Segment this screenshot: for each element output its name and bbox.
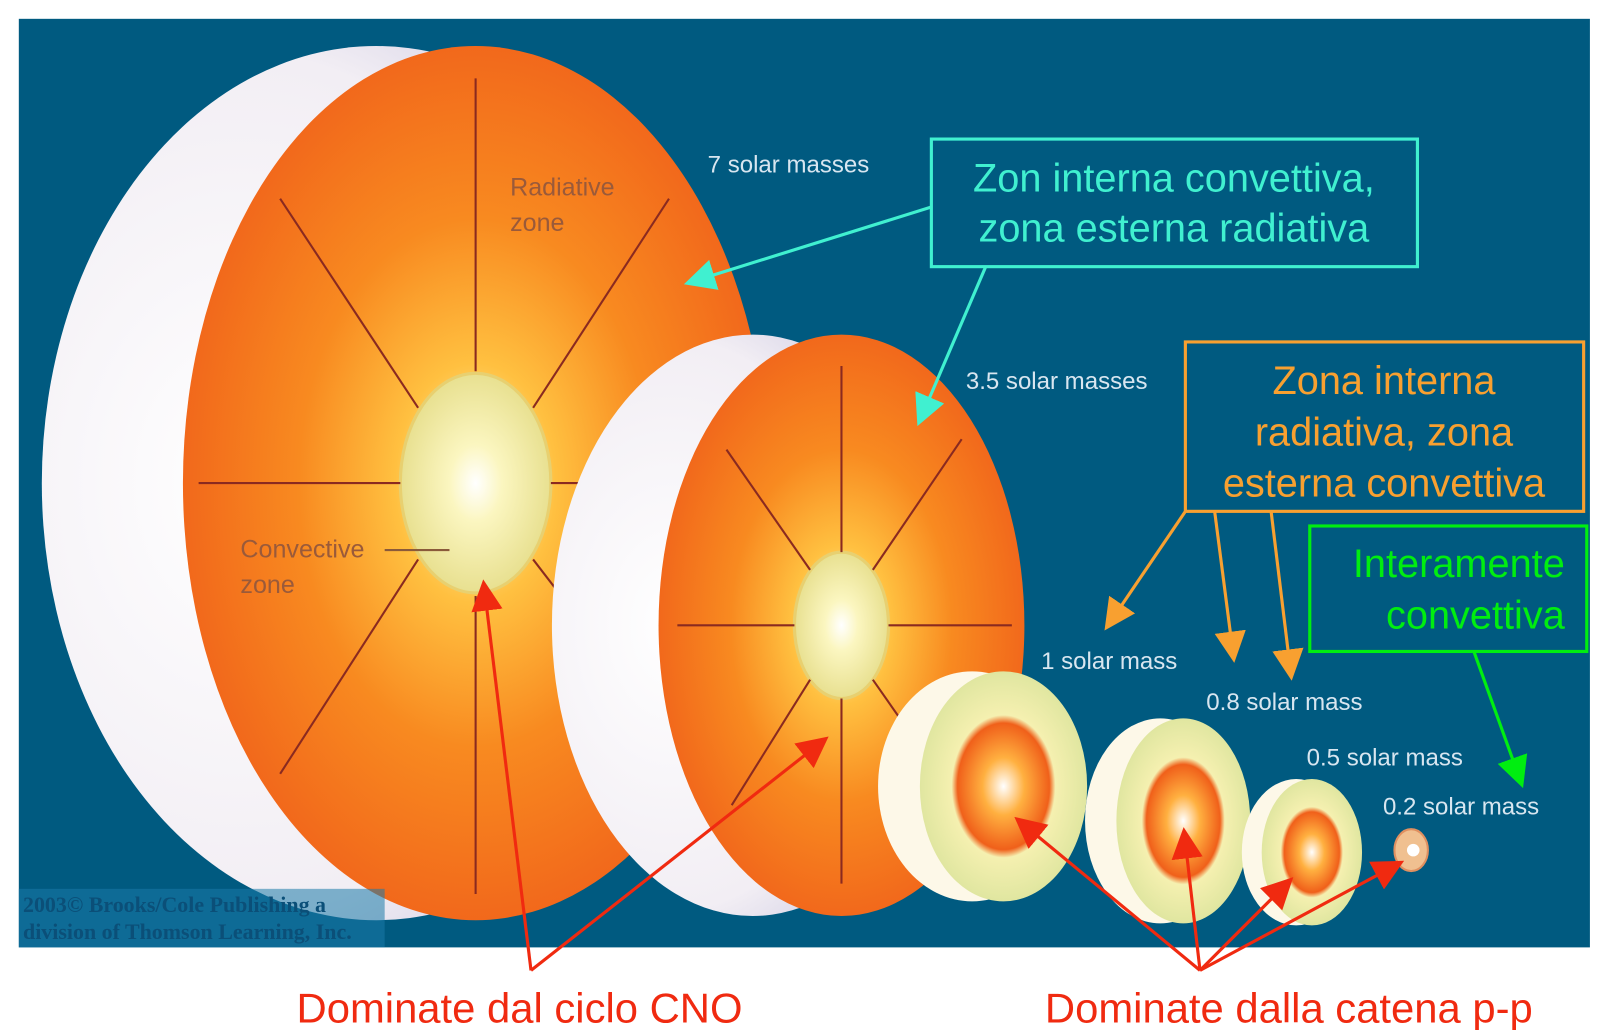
callout-convective-core: Zon interna convettiva, zona esterna rad… bbox=[683, 137, 1420, 427]
radiative-zone-label-2: zone bbox=[510, 209, 564, 237]
label-0-5-solar-mass: 0.5 solar mass bbox=[1307, 744, 1463, 771]
label-0-8-solar-mass: 0.8 solar mass bbox=[1206, 689, 1362, 716]
callout-radiative-core: Zona interna radiativa, zona esterna con… bbox=[1104, 340, 1586, 681]
label-1-solar-mass: 1 solar mass bbox=[1041, 648, 1177, 675]
watermark-line1: 2003© Brooks/Cole Publishing a bbox=[23, 892, 326, 917]
convective-zone-label: Convective bbox=[240, 535, 364, 563]
star-1-solar-mass bbox=[878, 671, 1088, 902]
callout-cyan-line2: zona esterna radiativa bbox=[979, 207, 1371, 251]
radiative-zone-label: Radiative bbox=[510, 174, 615, 202]
convective-core bbox=[398, 371, 553, 595]
pp-chain-dominated-label: Dominate dalla catena p-p bbox=[1045, 985, 1533, 1030]
callout-orange-line3: esterna convettiva bbox=[1223, 462, 1546, 506]
convective-zone-label-2: zone bbox=[240, 571, 294, 599]
copyright-watermark: 2003© Brooks/Cole Publishing a division … bbox=[18, 888, 385, 948]
callout-orange-line1: Zona interna bbox=[1272, 359, 1496, 403]
star-0-2-solar-mass bbox=[1393, 828, 1429, 873]
callout-fully-convective: Interamente convettiva bbox=[1308, 524, 1589, 789]
label-7-solar-masses: 7 solar masses bbox=[708, 152, 870, 179]
callout-green-line2: convettiva bbox=[1386, 593, 1566, 637]
star-0-8-solar-mass bbox=[1085, 718, 1251, 924]
label-3-5-solar-masses: 3.5 solar masses bbox=[966, 368, 1148, 395]
callout-green-line1: Interamente bbox=[1353, 542, 1565, 586]
callout-orange-line2: radiativa, zona bbox=[1255, 410, 1514, 454]
callout-cyan-line1: Zon interna convettiva, bbox=[973, 156, 1375, 200]
convective-core bbox=[792, 550, 891, 701]
watermark-line2: division of Thomson Learning, Inc. bbox=[23, 919, 352, 944]
star-0-5-solar-mass bbox=[1241, 779, 1363, 926]
cno-dominated-label: Dominate dal ciclo CNO bbox=[297, 985, 743, 1030]
red-arrows bbox=[471, 579, 1405, 972]
label-0-2-solar-mass: 0.2 solar mass bbox=[1383, 794, 1539, 821]
